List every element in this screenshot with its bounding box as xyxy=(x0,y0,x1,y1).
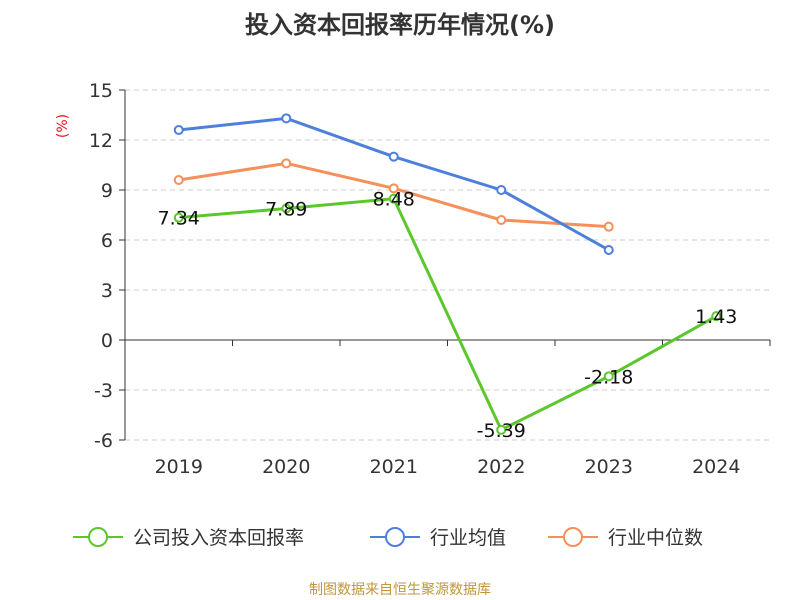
data-point xyxy=(281,203,292,214)
y-tick-label: 6 xyxy=(101,230,113,252)
x-tick-label: 2022 xyxy=(477,456,525,478)
data-point xyxy=(603,245,614,255)
data-label: -5.39 xyxy=(477,420,526,442)
legend-label: 行业均值 xyxy=(430,527,506,549)
data-labels: 7.34 7.89 8.48 -5.39 -2.18 1.43 xyxy=(158,189,738,442)
legend[interactable]: 公司投入资本回报率 行业均值 行业中位数 xyxy=(73,527,703,549)
legend-label: 行业中位数 xyxy=(608,527,703,549)
data-point xyxy=(496,215,507,225)
data-point xyxy=(603,221,614,232)
data-point xyxy=(388,151,399,162)
data-point xyxy=(496,185,507,195)
x-tick-label: 2021 xyxy=(370,456,418,478)
legend-marker xyxy=(563,527,583,547)
data-point xyxy=(281,158,292,169)
x-tick-label: 2020 xyxy=(262,456,310,478)
legend-marker xyxy=(385,527,405,547)
series-group xyxy=(173,113,722,435)
legend-item[interactable]: 行业均值 xyxy=(370,527,506,549)
data-label: 7.89 xyxy=(265,199,307,221)
data-label: 7.34 xyxy=(158,208,200,230)
legend-item[interactable]: 公司投入资本回报率 xyxy=(73,527,304,549)
data-label: 1.43 xyxy=(695,306,737,328)
y-tick-label: 9 xyxy=(101,180,113,202)
data-label: 8.48 xyxy=(373,189,415,211)
data-point xyxy=(281,113,292,124)
legend-marker xyxy=(88,527,108,547)
x-tick-label: 2023 xyxy=(585,456,633,478)
x-tick-label: 2024 xyxy=(692,456,740,478)
axes xyxy=(119,89,771,441)
y-axis-label: (%) xyxy=(55,114,71,138)
legend-label: 公司投入资本回报率 xyxy=(133,527,304,549)
series-line xyxy=(178,197,717,432)
y-tick-label: 3 xyxy=(101,280,113,302)
x-tick-label: 2019 xyxy=(155,456,203,478)
y-tick-label: -3 xyxy=(94,380,113,402)
legend-item[interactable]: 行业中位数 xyxy=(548,527,703,549)
data-point xyxy=(496,424,507,435)
data-point xyxy=(173,125,184,135)
data-point xyxy=(603,371,614,382)
data-point xyxy=(711,311,722,322)
chart-title: 投入资本回报率历年情况(%) xyxy=(245,11,555,39)
data-point xyxy=(173,175,184,185)
data-point xyxy=(388,193,399,204)
y-tick-label: -6 xyxy=(94,430,113,452)
y-tick-label: 0 xyxy=(101,330,113,352)
data-label: -2.18 xyxy=(584,366,633,388)
source-note: 制图数据来自恒生聚源数据库 xyxy=(309,582,491,598)
y-tick-label: 15 xyxy=(89,80,113,102)
grid-lines xyxy=(125,89,770,441)
data-point xyxy=(173,212,184,223)
data-point xyxy=(388,183,399,194)
x-tick-labels: 2019 2020 2021 2022 2023 2024 xyxy=(155,456,741,478)
y-tick-label: 12 xyxy=(89,130,113,152)
y-tick-labels: 15 12 9 6 3 0 -3 -6 xyxy=(89,80,113,452)
